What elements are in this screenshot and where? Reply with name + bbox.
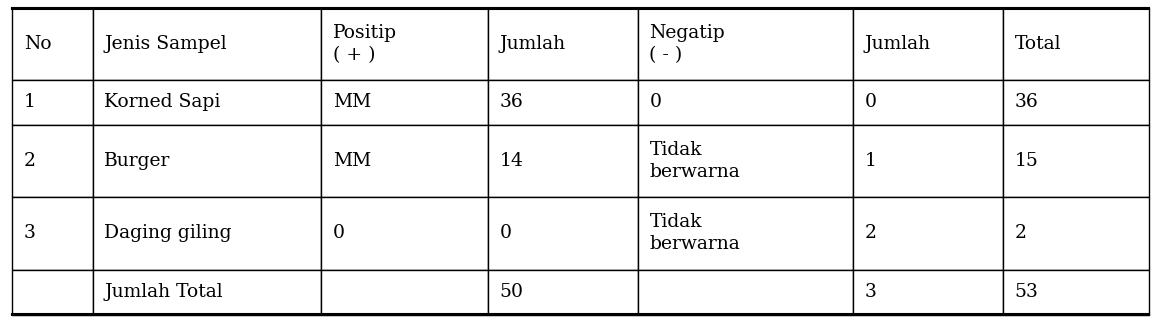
Text: 36: 36 bbox=[499, 93, 524, 111]
Text: 1: 1 bbox=[23, 93, 36, 111]
Text: MM: MM bbox=[333, 152, 370, 170]
Text: Tidak
berwarna: Tidak berwarna bbox=[649, 213, 741, 253]
Text: 0: 0 bbox=[499, 224, 512, 242]
Bar bbox=[488, 125, 637, 196]
Bar bbox=[1003, 125, 1149, 196]
Text: 50: 50 bbox=[499, 284, 524, 301]
Text: Negatip
( - ): Negatip ( - ) bbox=[649, 24, 726, 64]
Bar bbox=[93, 125, 322, 196]
Bar bbox=[12, 125, 93, 196]
Text: Daging giling: Daging giling bbox=[104, 224, 232, 242]
Bar bbox=[1003, 196, 1149, 270]
Text: MM: MM bbox=[333, 93, 370, 111]
Bar bbox=[322, 80, 488, 125]
Bar bbox=[853, 196, 1003, 270]
Bar bbox=[637, 80, 853, 125]
Text: Jenis Sampel: Jenis Sampel bbox=[104, 35, 228, 53]
Text: 2: 2 bbox=[1015, 224, 1026, 242]
Bar bbox=[93, 80, 322, 125]
Bar bbox=[637, 270, 853, 315]
Bar bbox=[322, 8, 488, 80]
Bar bbox=[322, 125, 488, 196]
Bar bbox=[12, 196, 93, 270]
Text: Total: Total bbox=[1015, 35, 1061, 53]
Text: 1: 1 bbox=[865, 152, 877, 170]
Text: Positip
( + ): Positip ( + ) bbox=[333, 24, 397, 64]
Bar bbox=[637, 8, 853, 80]
Bar bbox=[488, 196, 637, 270]
Text: Jumlah: Jumlah bbox=[865, 35, 931, 53]
Text: Jumlah: Jumlah bbox=[499, 35, 565, 53]
Text: 3: 3 bbox=[23, 224, 36, 242]
Bar bbox=[322, 196, 488, 270]
Bar bbox=[853, 8, 1003, 80]
Text: 2: 2 bbox=[23, 152, 36, 170]
Text: 0: 0 bbox=[649, 93, 662, 111]
Bar bbox=[488, 8, 637, 80]
Bar bbox=[637, 125, 853, 196]
Bar bbox=[12, 80, 93, 125]
Text: 14: 14 bbox=[499, 152, 524, 170]
Text: 2: 2 bbox=[865, 224, 877, 242]
Bar bbox=[637, 196, 853, 270]
Bar bbox=[1003, 270, 1149, 315]
Bar bbox=[12, 270, 93, 315]
Text: 53: 53 bbox=[1015, 284, 1038, 301]
Bar bbox=[93, 8, 322, 80]
Bar bbox=[853, 270, 1003, 315]
Text: No: No bbox=[23, 35, 51, 53]
Bar bbox=[93, 270, 322, 315]
Text: Burger: Burger bbox=[104, 152, 171, 170]
Text: 0: 0 bbox=[865, 93, 877, 111]
Bar bbox=[12, 8, 93, 80]
Text: 36: 36 bbox=[1015, 93, 1038, 111]
Bar bbox=[488, 80, 637, 125]
Bar bbox=[853, 80, 1003, 125]
Bar bbox=[322, 270, 488, 315]
Text: Korned Sapi: Korned Sapi bbox=[104, 93, 221, 111]
Bar bbox=[93, 196, 322, 270]
Bar bbox=[1003, 80, 1149, 125]
Text: 0: 0 bbox=[333, 224, 345, 242]
Text: Jumlah Total: Jumlah Total bbox=[104, 284, 223, 301]
Text: Tidak
berwarna: Tidak berwarna bbox=[649, 141, 741, 181]
Text: 15: 15 bbox=[1015, 152, 1038, 170]
Bar bbox=[853, 125, 1003, 196]
Bar bbox=[1003, 8, 1149, 80]
Text: 3: 3 bbox=[865, 284, 877, 301]
Bar bbox=[488, 270, 637, 315]
